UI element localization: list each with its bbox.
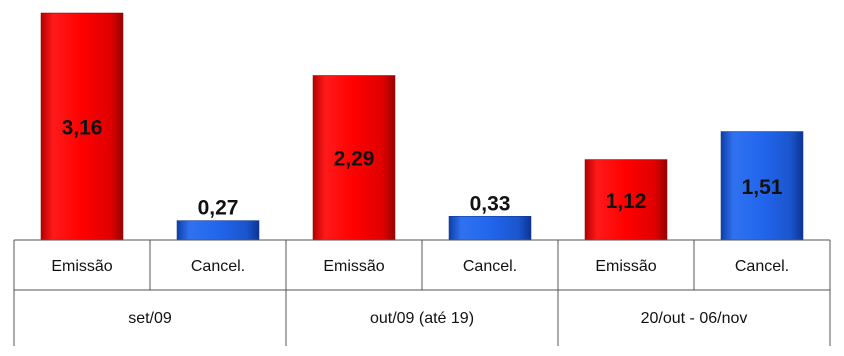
category-axis: Emissão Cancel. Emissão Cancel. Emissão Cance… [13, 239, 831, 346]
bar-emissao-2 [312, 75, 396, 241]
category-label-5: Cancel. [735, 258, 789, 275]
value-label-0: 3,16 [62, 117, 103, 140]
bar-emissao-0 [40, 12, 124, 241]
bar-cancel-5 [720, 131, 804, 241]
category-label-3: Cancel. [463, 258, 517, 275]
group-label-2: 20/out - 06/nov [641, 310, 748, 327]
bar-emissao-4 [584, 159, 668, 241]
value-label-2: 2,29 [334, 148, 375, 171]
bars-layer [40, 12, 804, 241]
group-label-0: set/09 [128, 310, 172, 327]
value-labels-layer: 3,16 0,27 2,29 0,33 1,12 1,51 [62, 117, 783, 220]
value-label-3: 0,33 [470, 192, 511, 215]
bar-cancel-1 [176, 220, 260, 241]
category-label-1: Cancel. [191, 258, 245, 275]
group-label-1: out/09 (até 19) [370, 310, 474, 327]
category-label-0: Emissão [51, 258, 112, 275]
value-label-5: 1,51 [742, 176, 783, 199]
value-label-4: 1,12 [606, 190, 647, 213]
category-label-2: Emissão [323, 258, 384, 275]
bar-cancel-3 [448, 216, 532, 241]
value-label-1: 0,27 [198, 197, 239, 220]
category-label-4: Emissão [595, 258, 656, 275]
